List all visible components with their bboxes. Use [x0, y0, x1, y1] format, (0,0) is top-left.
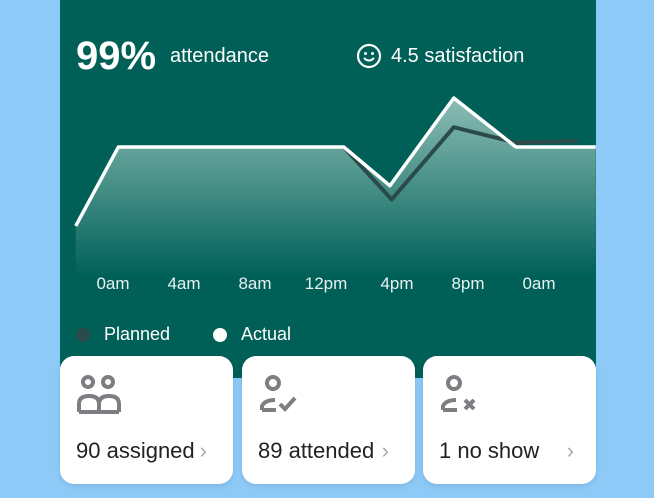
attendance-label: attendance — [170, 45, 269, 67]
x-tick-label: 0am — [522, 274, 556, 293]
chevron-right-icon: › — [566, 438, 574, 463]
x-tick-label: 8am — [238, 274, 272, 293]
satisfaction-label: 4.5 satisfaction — [391, 44, 525, 67]
person-x-icon — [441, 375, 476, 412]
actual-line — [74, 96, 596, 227]
assigned-card[interactable]: 90 assigned › — [60, 356, 233, 484]
actual-area — [75, 98, 596, 276]
chevron-right-icon: › — [381, 438, 389, 463]
legend-actual-label: Actual — [241, 324, 292, 344]
assigned-label: 90 assigned — [76, 438, 195, 463]
legend-planned-label: Planned — [104, 324, 171, 344]
x-tick-label: 4pm — [380, 274, 414, 293]
people-icon — [77, 375, 121, 414]
attended-card[interactable]: 89 attended › — [242, 356, 415, 484]
person-check-icon — [260, 375, 297, 412]
x-tick-label: 8pm — [451, 274, 485, 293]
chevron-right-icon: › — [199, 438, 207, 463]
no-show-label: 1 no show — [439, 438, 540, 463]
attendance-chart — [74, 96, 596, 276]
x-tick-label: 4am — [167, 274, 201, 293]
x-tick-label: 0am — [96, 274, 130, 293]
actual-dot — [213, 327, 227, 342]
planned-dot — [76, 327, 90, 342]
x-tick-label: 12pm — [304, 274, 348, 293]
legend-actual: Actual — [213, 324, 291, 345]
satisfaction: 4.5 satisfaction — [356, 43, 524, 69]
no-show-card[interactable]: 1 no show › — [423, 356, 596, 484]
legend-planned: Planned — [76, 324, 170, 345]
attendance-percent: 99% — [76, 34, 157, 78]
attended-label: 89 attended — [258, 438, 375, 463]
smiley-icon — [356, 43, 382, 69]
planned-line — [342, 125, 579, 202]
